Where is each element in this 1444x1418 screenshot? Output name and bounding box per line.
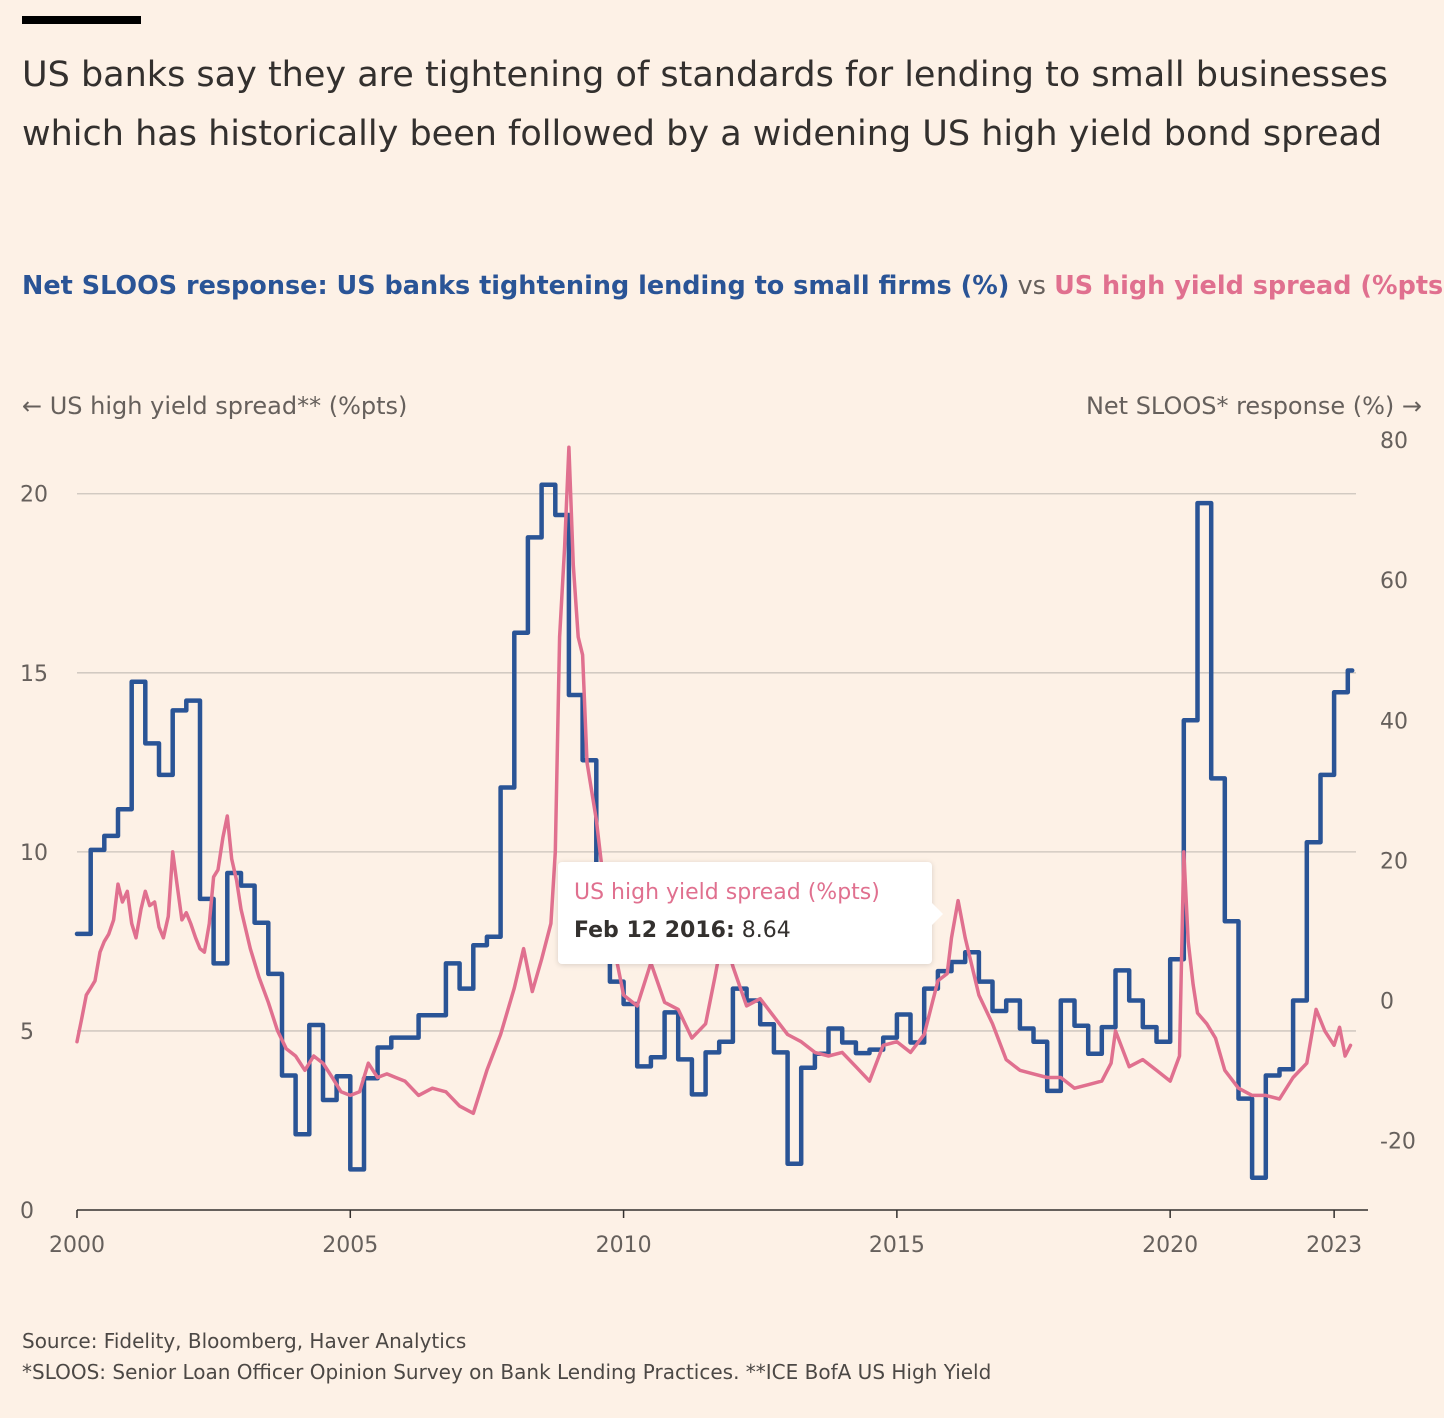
chart-title: US banks say they are tightening of stan… bbox=[22, 55, 1389, 154]
left-axis-title: ← US high yield spread** (%pts) bbox=[22, 392, 408, 420]
x-tick-label: 2015 bbox=[869, 1233, 925, 1258]
series-group bbox=[74, 445, 1355, 1181]
sloos-series-line bbox=[74, 482, 1355, 1181]
right-tick-label: -20 bbox=[1380, 1130, 1416, 1155]
left-axis-ticks: 0 5 10 15 20 bbox=[20, 483, 48, 1224]
source-note: Source: Fidelity, Bloomberg, Haver Analy… bbox=[22, 1326, 991, 1388]
x-tick-label: 2023 bbox=[1306, 1233, 1362, 1258]
left-tick-label: 10 bbox=[20, 841, 48, 866]
spread-series-line bbox=[75, 445, 1353, 1116]
x-tick-label: 2000 bbox=[49, 1233, 105, 1258]
right-tick-label: 0 bbox=[1380, 990, 1394, 1015]
right-tick-label: 40 bbox=[1380, 709, 1408, 734]
subtitle-series-spread: US high yield spread (%pts) bbox=[1054, 271, 1444, 301]
top-rule bbox=[22, 16, 141, 24]
tooltip-series: US high yield spread (%pts) bbox=[574, 880, 880, 905]
footnote-text: *SLOOS: Senior Loan Officer Opinion Surv… bbox=[22, 1360, 992, 1384]
left-tick-label: 5 bbox=[20, 1020, 34, 1045]
x-tick-label: 2010 bbox=[596, 1233, 652, 1258]
left-tick-label: 0 bbox=[20, 1199, 34, 1224]
right-tick-label: 60 bbox=[1380, 569, 1408, 594]
subtitle-vs: vs bbox=[1017, 271, 1046, 301]
x-axis: 2000 2005 2010 2015 2020 2023 bbox=[49, 1209, 1368, 1258]
left-tick-label: 15 bbox=[20, 662, 48, 687]
source-text: Source: Fidelity, Bloomberg, Haver Analy… bbox=[22, 1329, 467, 1353]
subtitle-series-sloos: Net SLOOS response: US banks tightening … bbox=[22, 271, 1010, 301]
right-tick-label: 20 bbox=[1380, 849, 1408, 874]
tooltip-value-row: Feb 12 2016: 8.64 bbox=[574, 918, 791, 943]
tooltip-date: Feb 12 2016: bbox=[574, 918, 735, 943]
right-axis-title: Net SLOOS* response (%) → bbox=[1085, 392, 1422, 420]
tooltip-value: 8.64 bbox=[741, 918, 791, 943]
gridlines bbox=[77, 493, 1356, 1032]
left-tick-label: 20 bbox=[20, 483, 48, 508]
x-tick-label: 2020 bbox=[1142, 1233, 1198, 1258]
x-tick-label: 2005 bbox=[322, 1233, 378, 1258]
chart-subtitle: Net SLOOS response: US banks tightening … bbox=[22, 266, 1444, 306]
right-axis-ticks: -20 0 20 40 60 80 bbox=[1380, 430, 1416, 1155]
tooltip: US high yield spread (%pts) Feb 12 2016:… bbox=[558, 862, 943, 964]
right-tick-label: 80 bbox=[1380, 430, 1408, 454]
